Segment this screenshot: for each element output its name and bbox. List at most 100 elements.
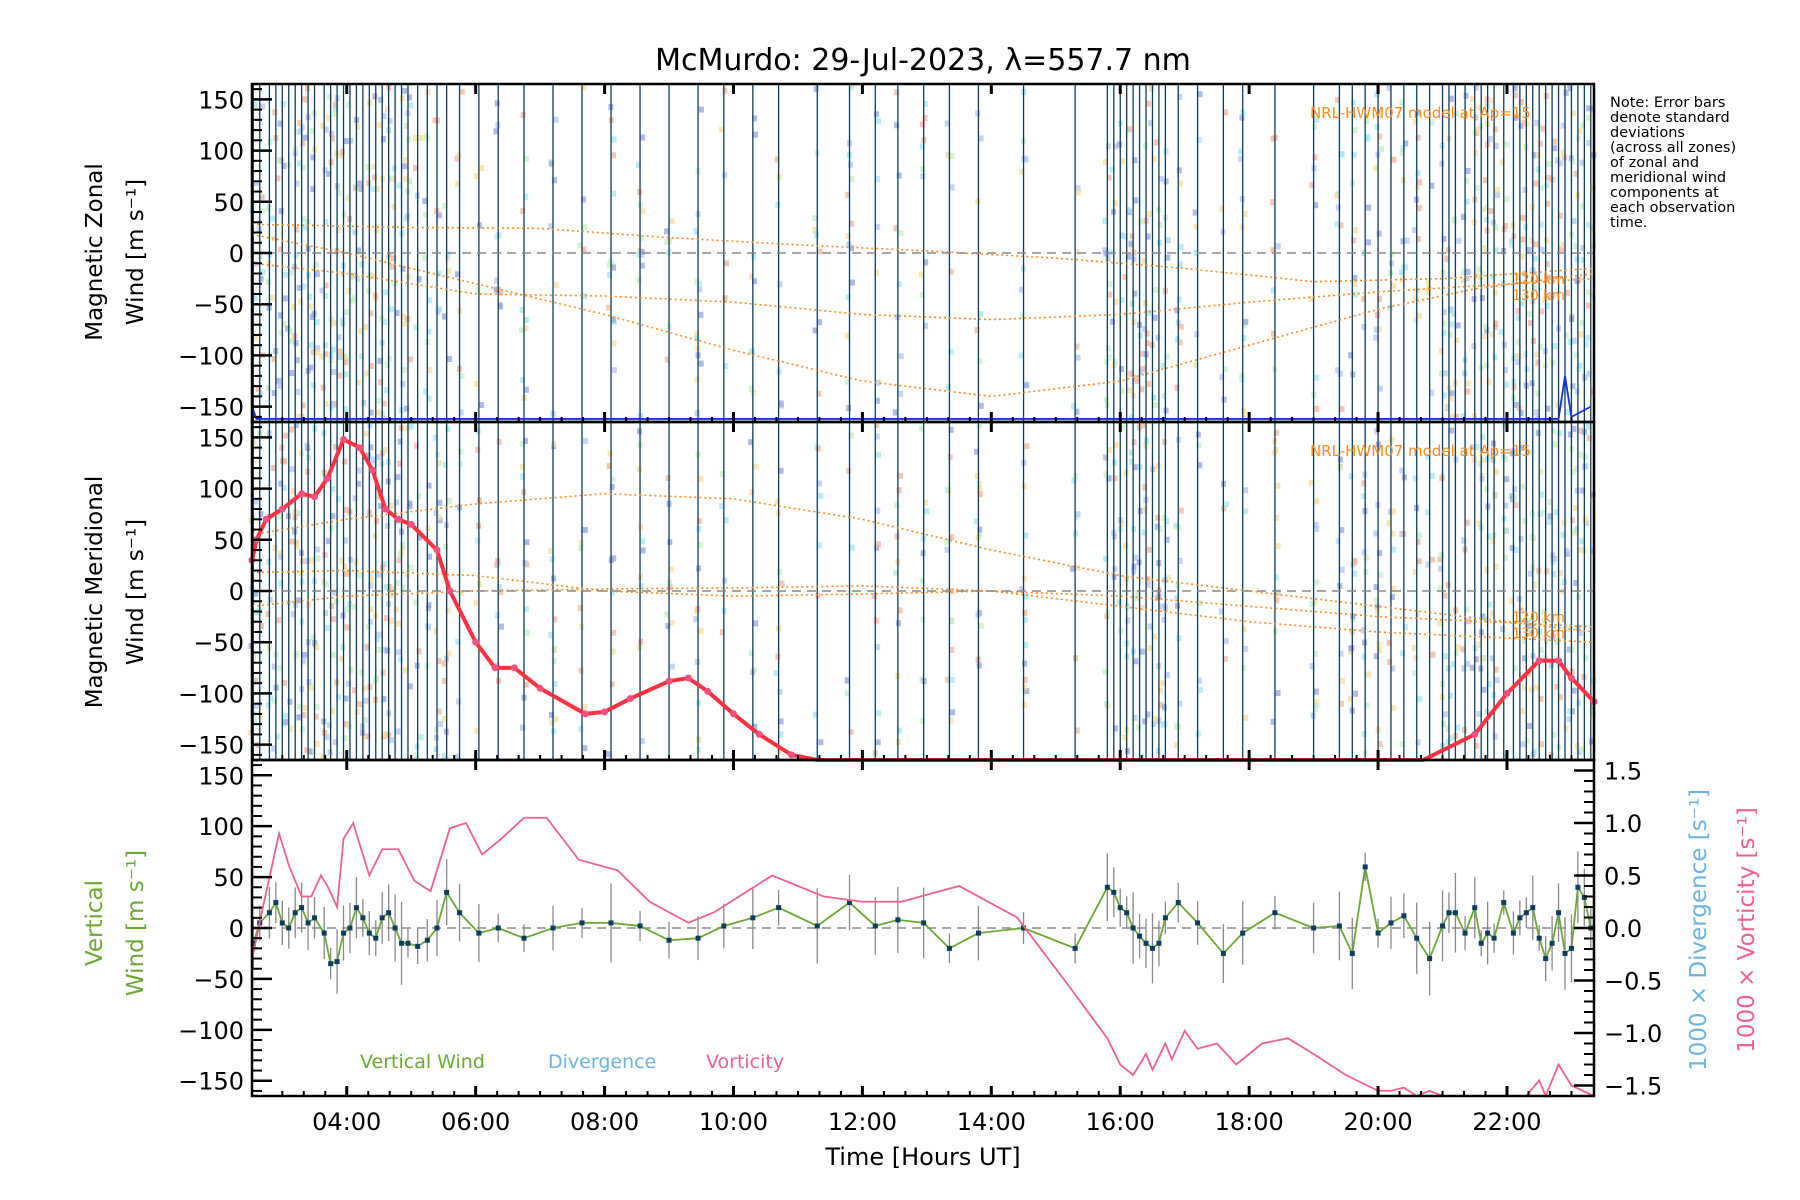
zone-data-point bbox=[1178, 180, 1184, 187]
zone-data-point bbox=[1572, 505, 1578, 512]
zone-data-point bbox=[1451, 217, 1457, 224]
vertical-wind-point bbox=[1137, 933, 1143, 939]
zone-data-point bbox=[343, 309, 349, 316]
vertical-wind-point bbox=[1124, 910, 1130, 916]
zone-data-point bbox=[1563, 725, 1569, 732]
zone-data-point bbox=[1521, 684, 1527, 691]
zone-data-point bbox=[845, 294, 851, 301]
zone-data-point bbox=[309, 557, 315, 564]
zone-data-point bbox=[1555, 157, 1561, 164]
zone-data-point bbox=[1464, 275, 1470, 282]
zone-data-point bbox=[1579, 122, 1585, 129]
zone-data-point bbox=[1518, 122, 1524, 129]
zone-data-point bbox=[1373, 584, 1379, 591]
zone-data-point bbox=[1239, 372, 1245, 379]
zone-data-point bbox=[1586, 114, 1592, 121]
y-tick-label: 100 bbox=[198, 476, 244, 504]
zone-data-point bbox=[442, 203, 448, 210]
zone-data-point bbox=[1145, 100, 1151, 107]
zone-data-point bbox=[1470, 444, 1476, 451]
zone-data-point bbox=[397, 552, 403, 559]
vertical-wind-point bbox=[1501, 900, 1507, 906]
zone-data-point bbox=[406, 94, 412, 101]
zone-data-point bbox=[949, 534, 955, 541]
zone-data-point bbox=[1522, 517, 1528, 524]
zone-data-point bbox=[324, 734, 330, 741]
zone-data-point bbox=[260, 269, 266, 276]
zone-data-point bbox=[1155, 514, 1161, 521]
zone-data-point bbox=[298, 298, 304, 305]
zone-data-point bbox=[523, 325, 529, 332]
zone-data-point bbox=[1451, 310, 1457, 317]
zone-data-point bbox=[426, 482, 432, 489]
zone-data-point bbox=[1589, 225, 1595, 232]
zone-data-point bbox=[1361, 653, 1367, 660]
zone-data-point bbox=[1131, 439, 1137, 446]
zone-data-point bbox=[1480, 613, 1486, 620]
zone-data-point bbox=[973, 518, 979, 525]
zone-data-point bbox=[582, 745, 588, 752]
zone-data-point bbox=[1193, 223, 1199, 230]
zone-data-point bbox=[519, 327, 525, 334]
zone-data-point bbox=[1546, 174, 1552, 181]
zone-data-point bbox=[352, 495, 358, 502]
zone-data-point bbox=[1175, 336, 1181, 343]
zone-data-point bbox=[778, 731, 784, 738]
zone-data-point bbox=[1443, 653, 1449, 660]
zone-data-point bbox=[1416, 205, 1422, 212]
zone-data-point bbox=[1539, 491, 1545, 498]
y2-tick-label: 1.0 bbox=[1604, 810, 1642, 838]
zone-data-point bbox=[278, 480, 284, 487]
zone-data-point bbox=[1107, 291, 1113, 298]
zone-data-point bbox=[1350, 99, 1356, 106]
zone-data-point bbox=[1151, 394, 1157, 401]
zone-data-point bbox=[253, 702, 259, 709]
zone-data-point bbox=[1504, 476, 1510, 483]
zone-data-point bbox=[436, 460, 442, 467]
zone-data-point bbox=[1312, 154, 1318, 161]
zone-data-point bbox=[582, 526, 588, 533]
zone-data-point bbox=[723, 517, 729, 524]
zone-data-point bbox=[1445, 739, 1451, 746]
zone-data-point bbox=[975, 198, 981, 205]
zone-data-point bbox=[389, 263, 395, 270]
vertical-wind-point bbox=[1117, 905, 1123, 911]
zone-data-point bbox=[253, 498, 259, 505]
zone-data-point bbox=[1197, 91, 1203, 98]
zone-data-point bbox=[404, 405, 410, 412]
zone-data-point bbox=[425, 88, 431, 95]
zone-data-point bbox=[949, 153, 955, 160]
zone-data-point bbox=[1449, 413, 1455, 420]
zone-data-point bbox=[977, 486, 983, 493]
zone-data-point bbox=[296, 597, 302, 604]
zone-data-point bbox=[300, 402, 306, 409]
zone-data-point bbox=[1576, 546, 1582, 553]
zone-data-point bbox=[974, 472, 980, 479]
vertical-wind-point bbox=[1440, 923, 1446, 929]
zone-data-point bbox=[1529, 533, 1535, 540]
zone-data-point bbox=[281, 163, 287, 170]
zone-data-point bbox=[667, 584, 673, 591]
zone-data-point bbox=[1486, 378, 1492, 385]
zone-data-point bbox=[1399, 99, 1405, 106]
zone-data-point bbox=[1509, 237, 1515, 244]
zone-data-point bbox=[1484, 227, 1490, 234]
zone-data-point bbox=[1504, 381, 1510, 388]
zone-data-point bbox=[1522, 637, 1528, 644]
zone-data-point bbox=[818, 492, 824, 499]
zone-data-point bbox=[498, 289, 504, 296]
zone-data-point bbox=[848, 729, 854, 736]
zone-data-point bbox=[1489, 331, 1495, 338]
zone-data-point bbox=[524, 155, 530, 162]
zone-data-point bbox=[304, 468, 310, 475]
zone-data-point bbox=[300, 658, 306, 665]
zone-data-point bbox=[1337, 370, 1343, 377]
zone-data-point bbox=[1112, 475, 1118, 482]
meridional-wind-point bbox=[298, 490, 306, 498]
zone-data-point bbox=[435, 451, 441, 458]
zone-data-point bbox=[1151, 155, 1157, 162]
y-tick-label: −150 bbox=[178, 394, 244, 422]
vertical-wind-line bbox=[252, 866, 1592, 965]
zone-data-point bbox=[1464, 519, 1470, 526]
zone-data-point bbox=[301, 215, 307, 222]
